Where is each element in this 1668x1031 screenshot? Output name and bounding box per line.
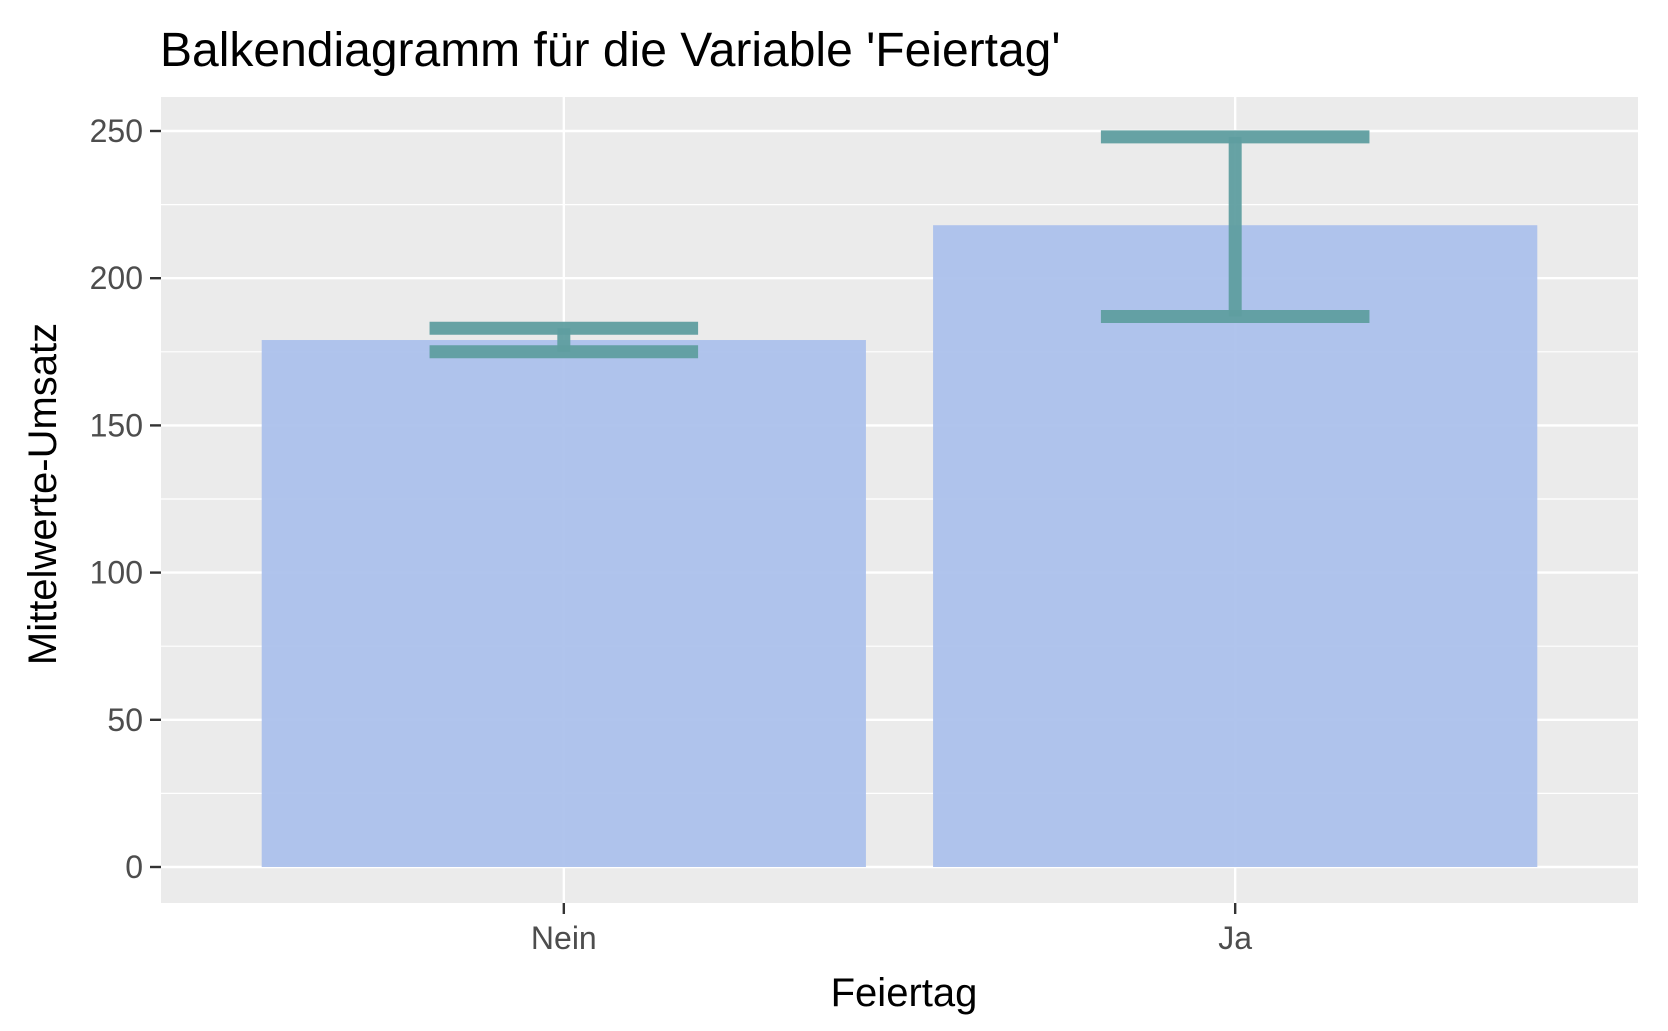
x-axis: Nein Ja	[531, 903, 1252, 956]
bars	[261, 225, 1538, 867]
bar-ja	[933, 225, 1538, 867]
y-axis: 0 50 100 150 200 250	[90, 113, 161, 885]
y-tick-label: 150	[90, 407, 143, 443]
x-axis-title: Feiertag	[831, 971, 978, 1015]
y-tick-label: 100	[90, 555, 143, 591]
error-bar-nein	[429, 321, 699, 359]
error-bar-ja	[1100, 130, 1370, 323]
y-tick-label: 0	[125, 849, 143, 885]
bar-nein	[261, 340, 866, 867]
error-bars	[429, 130, 1370, 359]
x-tick-label: Nein	[531, 920, 597, 956]
chart-title: Balkendiagramm für die Variable 'Feierta…	[160, 24, 1061, 77]
x-tick-label: Ja	[1218, 920, 1252, 956]
y-tick-label: 50	[107, 702, 143, 738]
y-tick-label: 200	[90, 260, 143, 296]
y-tick-label: 250	[90, 113, 143, 149]
y-axis-title: Mittelwerte-Umsatz	[21, 323, 65, 665]
